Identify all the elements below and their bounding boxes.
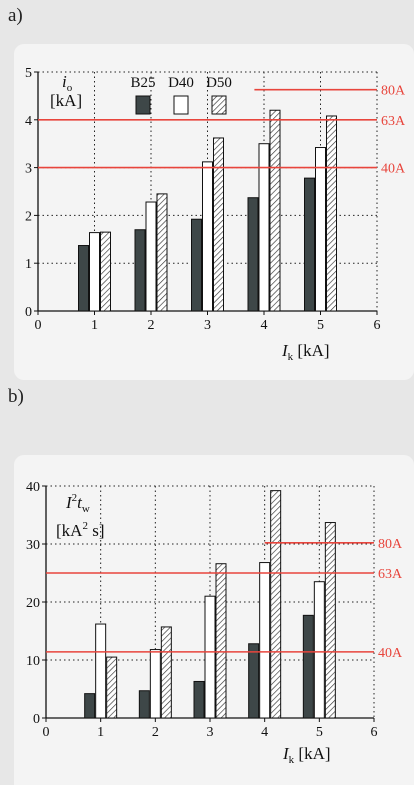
bar-b25 (247, 197, 259, 312)
y-axis-label: io (62, 72, 73, 94)
bar-b25 (304, 177, 315, 312)
bar-d40 (95, 623, 107, 719)
reference-label-80a: 80A (381, 84, 406, 99)
bar-d50 (215, 563, 227, 719)
bar-d40 (315, 147, 326, 312)
bar-d40 (258, 143, 270, 312)
legend-label-d40: D40 (168, 75, 194, 91)
x-tick-label: 6 (374, 318, 381, 333)
x-axis-label: Ik [kA] (281, 341, 330, 363)
x-tick-label: 1 (97, 725, 104, 740)
bar-d50 (270, 490, 282, 719)
x-tick-label: 4 (261, 725, 268, 740)
legend-swatch-d50 (211, 95, 227, 115)
x-tick-label: 5 (317, 318, 324, 333)
y-axis-unit: [kA2 s] (56, 520, 104, 540)
bar-b25 (302, 614, 314, 719)
bar-d50 (160, 626, 172, 719)
y-tick-label: 5 (25, 66, 32, 81)
reference-label-80a: 80A (378, 537, 403, 552)
bar-d50 (326, 115, 337, 312)
bar-b25 (134, 229, 146, 312)
y-tick-label: 1 (25, 257, 32, 272)
y-tick-label: 0 (25, 305, 32, 320)
y-tick-label: 20 (26, 596, 40, 611)
y-tick-label: 30 (26, 538, 40, 553)
x-tick-label: 5 (316, 725, 323, 740)
chart-b: 0 1 2 3 4 5 6 0 10 20 30 40 80A 63A 40A Ik [kA] I2tw [kA2… (26, 480, 403, 766)
legend-swatch-b25 (135, 95, 151, 115)
legend-swatch-d40 (173, 95, 189, 115)
y-axis-label: I2tw (65, 492, 90, 515)
bar-d50 (100, 231, 111, 312)
y-axis-unit: [kA] (50, 91, 82, 110)
bar-d40 (259, 562, 271, 719)
bar-d40 (89, 232, 100, 312)
y-tick-label: 0 (33, 712, 40, 727)
bar-d40 (149, 649, 161, 719)
panel-a-label: a) (8, 5, 23, 26)
legend-label-b25: B25 (130, 75, 155, 91)
y-tick-label: 40 (26, 480, 40, 495)
x-tick-label: 3 (204, 318, 211, 333)
bar-b25 (138, 690, 150, 719)
panel-b: 0 1 2 3 4 5 6 0 10 20 30 40 80A 63A 40A Ik [kA] I2tw [kA2… (14, 455, 414, 785)
x-tick-label: 0 (35, 318, 42, 333)
x-tick-label: 2 (148, 318, 155, 333)
x-tick-label: 0 (43, 725, 50, 740)
bar-b25 (84, 693, 96, 719)
x-axis-label: Ik [kA] (282, 744, 331, 766)
y-tick-label: 10 (26, 654, 40, 669)
bar-d40 (313, 581, 325, 719)
y-tick-label: 2 (25, 209, 32, 224)
bar-d50 (213, 137, 224, 312)
bar-b25 (248, 643, 260, 719)
x-tick-label: 4 (261, 318, 268, 333)
bar-d50 (106, 656, 118, 719)
reference-label-40a: 40A (381, 162, 406, 177)
y-tick-label: 3 (25, 162, 32, 177)
panel-b-label: b) (8, 386, 24, 407)
bar-b25 (193, 680, 205, 719)
bar-d40 (145, 201, 157, 312)
bar-b25 (191, 218, 202, 312)
x-tick-label: 1 (91, 318, 98, 333)
x-tick-label: 2 (152, 725, 159, 740)
chart-a: 0 1 2 3 4 5 6 0 1 2 3 4 5 80A 63A 40A Ik [kA] io[kA] B25 D4… (25, 66, 406, 363)
reference-label-40a: 40A (378, 646, 403, 661)
bar-b25 (78, 245, 89, 312)
bar-d50 (324, 522, 336, 719)
x-tick-label: 6 (371, 725, 378, 740)
reference-label-63a: 63A (381, 114, 406, 129)
y-tick-label: 4 (25, 114, 32, 129)
bar-d50 (156, 193, 168, 312)
legend-label-d50: D50 (206, 75, 232, 91)
panel-a: 0 1 2 3 4 5 6 0 1 2 3 4 5 80A 63A 40A Ik [kA] io [kA] B25 D4… (14, 44, 414, 380)
x-tick-label: 3 (207, 725, 214, 740)
bar-d40 (204, 595, 216, 719)
bar-d40 (202, 161, 213, 312)
reference-label-63a: 63A (378, 567, 403, 582)
bar-d50 (269, 109, 281, 312)
